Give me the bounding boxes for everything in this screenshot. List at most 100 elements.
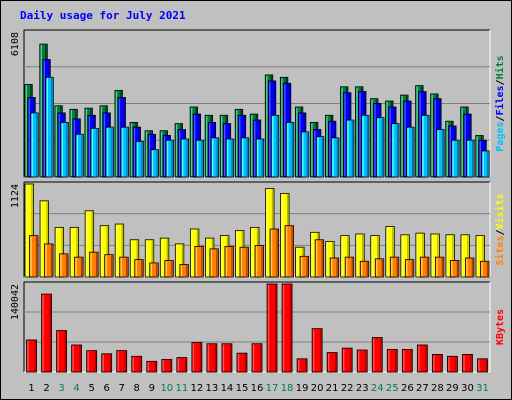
bar-files-day-10-highlight xyxy=(163,136,166,177)
bar-kbytes-day-26-shade xyxy=(410,350,412,372)
bar-kbytes-day-11 xyxy=(176,357,188,373)
bar-visits-day-31-highlight xyxy=(476,236,479,277)
bar-sites-day-19-face xyxy=(299,255,309,278)
bar-sites-day-13-face xyxy=(209,248,219,278)
bar-kbytes-day-23-highlight xyxy=(358,350,360,372)
bar-kbytes-day-28 xyxy=(431,354,443,373)
bar-kbytes-day-29-face xyxy=(447,355,458,373)
bar-kbytes-day-7-face xyxy=(116,350,128,373)
legend-item-separator: / xyxy=(495,229,506,235)
bar-kbytes-day-19-face xyxy=(296,358,308,373)
bar-sites-day-19-shade xyxy=(306,257,308,277)
bar-kbytes-day-3-face xyxy=(56,330,67,373)
x-tick-day-25: 25 xyxy=(386,383,399,394)
bar-kbytes-day-26 xyxy=(401,348,413,373)
bar-kbytes-day-4-highlight xyxy=(72,345,74,372)
bar-kbytes-day-27-shade xyxy=(425,345,427,372)
bar-kbytes-day-18 xyxy=(281,283,293,373)
bar-kbytes-day-8-shade xyxy=(139,357,141,372)
bar-hits-day-23-highlight xyxy=(356,87,358,177)
bar-sites-day-3-shade xyxy=(65,254,68,277)
bar-sites-day-11-highlight xyxy=(180,265,183,277)
bar-pages-day-29-shade xyxy=(456,141,459,177)
bar-hits-day-10-highlight xyxy=(160,131,163,177)
bar-sites-day-13 xyxy=(209,248,219,278)
bar-pages-day-14 xyxy=(225,138,235,178)
bar-sites-day-12-highlight xyxy=(195,247,198,277)
bar-visits-day-20-highlight xyxy=(311,233,313,277)
bar-pages-day-26-shade xyxy=(411,127,414,177)
bar-hits-day-1-highlight xyxy=(25,85,27,177)
bar-kbytes-day-9-shade xyxy=(154,362,156,372)
bar-pages-day-6-highlight xyxy=(106,127,109,177)
bar-kbytes-day-21 xyxy=(326,352,338,373)
bar-sites-day-7-face xyxy=(119,256,129,278)
bar-pages-day-17-highlight xyxy=(272,116,274,177)
bar-sites-day-31-highlight xyxy=(481,262,483,277)
bar-sites-day-2-shade xyxy=(50,244,53,277)
bar-visits-day-8-shade xyxy=(136,240,138,277)
bar-kbytes-day-20-highlight xyxy=(312,329,315,372)
bar-pages-day-2-shade xyxy=(51,78,53,177)
bar-visits-day-14-highlight xyxy=(221,236,223,277)
bar-pages-day-22 xyxy=(346,119,355,178)
bar-pages-day-25 xyxy=(391,123,400,178)
bar-sites-day-13-highlight xyxy=(210,249,213,277)
bar-kbytes-day-25-shade xyxy=(395,350,397,372)
bar-pages-day-26-highlight xyxy=(407,127,409,177)
bar-kbytes-day-25-highlight xyxy=(388,350,390,372)
bar-kbytes-day-1-highlight xyxy=(27,340,29,372)
bar-files-day-5-highlight xyxy=(88,116,91,177)
bar-visits-day-22-shade xyxy=(346,236,349,277)
bar-pages-day-11-shade xyxy=(186,139,188,177)
bar-pages-day-9-face xyxy=(150,149,159,178)
bar-visits-day-10-shade xyxy=(166,238,169,277)
bar-pages-day-4 xyxy=(75,133,84,178)
bar-pages-day-24-face xyxy=(376,117,385,178)
bar-kbytes-day-7-shade xyxy=(124,351,126,372)
bar-pages-day-31-highlight xyxy=(482,151,484,177)
bar-hits-day-25-highlight xyxy=(386,101,388,177)
x-tick-day-1: 1 xyxy=(28,383,34,394)
bar-sites-day-27-highlight xyxy=(421,257,423,277)
bar-sites-day-4 xyxy=(74,256,84,278)
x-tick-day-22: 22 xyxy=(341,383,354,394)
bar-kbytes-day-14-highlight xyxy=(222,344,225,372)
bar-pages-day-13 xyxy=(210,137,220,178)
bar-sites-day-26-face xyxy=(404,259,415,278)
bar-pages-day-8-face xyxy=(135,140,144,178)
chart-panels: 6108Pages/Files/Hits1124Sites/Visits1400… xyxy=(10,29,506,373)
bar-kbytes-day-13-face xyxy=(206,343,218,373)
bar-sites-day-3-highlight xyxy=(60,254,62,277)
bar-kbytes-day-30-face xyxy=(462,354,473,373)
bar-visits-day-6-highlight xyxy=(100,226,103,277)
bar-sites-day-30-highlight xyxy=(466,258,468,277)
bar-visits-day-21-highlight xyxy=(326,242,328,277)
x-tick-day-3: 3 xyxy=(58,383,64,394)
bar-pages-day-20 xyxy=(315,136,325,178)
bar-pages-day-10-shade xyxy=(171,141,173,177)
x-tick-day-26: 26 xyxy=(401,383,414,394)
bar-files-day-21-highlight xyxy=(329,122,331,177)
bar-kbytes-day-23 xyxy=(356,349,368,373)
bar-pages-day-13-highlight xyxy=(211,138,214,177)
bar-pages-day-11 xyxy=(180,138,189,178)
bar-kbytes-day-27-face xyxy=(416,344,428,373)
bar-visits-day-4-highlight xyxy=(70,228,73,277)
bar-files-day-11-highlight xyxy=(178,130,181,177)
bar-pages-day-23-highlight xyxy=(362,116,364,177)
bar-sites-day-28-shade xyxy=(441,257,444,277)
bar-hits-day-29-highlight xyxy=(446,122,448,177)
bar-sites-day-19-highlight xyxy=(300,257,303,277)
panel-kbytes-legend: KBytes xyxy=(495,309,506,345)
bar-kbytes-day-27-highlight xyxy=(418,345,420,372)
bar-kbytes-day-16-shade xyxy=(259,344,262,372)
bar-kbytes-day-23-shade xyxy=(365,350,367,372)
bar-kbytes-day-30 xyxy=(462,354,473,373)
bar-visits-day-5-shade xyxy=(91,211,93,277)
bar-sites-day-1-shade xyxy=(35,236,38,277)
x-tick-day-17: 17 xyxy=(266,383,279,394)
bar-pages-day-28-shade xyxy=(441,130,444,177)
bar-kbytes-day-31-face xyxy=(477,358,488,373)
bar-visits-day-26-shade xyxy=(407,235,409,277)
